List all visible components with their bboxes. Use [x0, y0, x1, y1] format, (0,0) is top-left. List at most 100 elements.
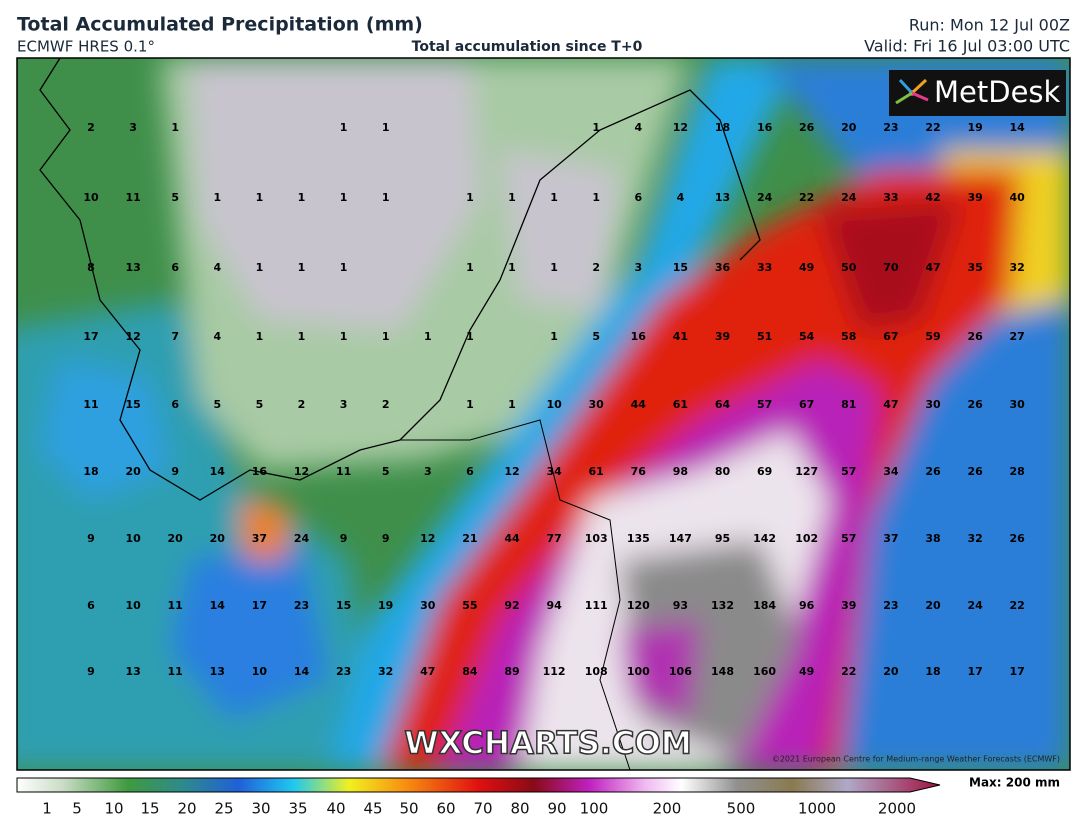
grid-value: 1: [424, 330, 432, 343]
grid-value: 15: [336, 599, 351, 612]
grid-value: 26: [925, 465, 941, 478]
colorbar-label: 60: [436, 800, 455, 818]
grid-value: 12: [673, 121, 688, 134]
map-area: [17, 58, 1070, 770]
map-frame: [16, 57, 1071, 771]
grid-value: 49: [799, 261, 814, 274]
grid-value: 57: [841, 465, 856, 478]
grid-value: 1: [340, 191, 348, 204]
grid-value: 47: [420, 665, 435, 678]
grid-value: 9: [382, 532, 390, 545]
grid-value: 69: [757, 465, 772, 478]
title: Total Accumulated Precipitation (mm): [17, 14, 423, 36]
grid-value: 22: [841, 665, 856, 678]
grid-value: 37: [252, 532, 267, 545]
grid-value: 184: [753, 599, 776, 612]
grid-value: 13: [715, 191, 730, 204]
logo-text: MetDesk: [934, 75, 1061, 109]
grid-value: 12: [504, 465, 519, 478]
colorbar-label: 15: [140, 800, 159, 818]
grid-value: 11: [168, 599, 183, 612]
grid-value: 10: [252, 665, 268, 678]
grid-value: 103: [585, 532, 608, 545]
grid-value: 76: [631, 465, 647, 478]
colorbar-label: 45: [363, 800, 382, 818]
grid-value: 84: [462, 665, 478, 678]
grid-value: 17: [967, 665, 982, 678]
grid-value: 2: [592, 261, 600, 274]
grid-value: 1: [466, 191, 474, 204]
grid-value: 18: [925, 665, 940, 678]
grid-value: 12: [294, 465, 309, 478]
grid-value: 5: [382, 465, 390, 478]
grid-value: 1: [256, 330, 264, 343]
grid-value: 30: [925, 398, 941, 411]
grid-value: 34: [883, 465, 899, 478]
logo-icon: [895, 78, 929, 105]
grid-value: 16: [631, 330, 647, 343]
grid-value: 39: [841, 599, 856, 612]
grid-value: 92: [504, 599, 519, 612]
grid-value: 41: [673, 330, 688, 343]
grid-value: 64: [715, 398, 731, 411]
grid-value: 33: [757, 261, 772, 274]
grid-value: 11: [168, 665, 183, 678]
grid-value: 18: [83, 465, 98, 478]
grid-value: 3: [424, 465, 432, 478]
grid-value: 1: [340, 261, 348, 274]
grid-value: 2: [87, 121, 95, 134]
grid-value: 1: [466, 398, 474, 411]
grid-value: 18: [715, 121, 730, 134]
run-time: Run: Mon 12 Jul 00Z: [909, 16, 1070, 35]
colorbar-label: 30: [251, 800, 270, 818]
valid-time: Valid: Fri 16 Jul 03:00 UTC: [864, 37, 1070, 56]
grid-value: 47: [925, 261, 940, 274]
subtitle: Total accumulation since T+0: [412, 39, 643, 55]
grid-value: 14: [294, 665, 310, 678]
grid-value: 1: [382, 330, 390, 343]
grid-value: 36: [715, 261, 731, 274]
grid-value: 20: [883, 665, 899, 678]
grid-value: 20: [841, 121, 857, 134]
grid-value: 44: [504, 532, 520, 545]
grid-value: 44: [631, 398, 647, 411]
grid-value: 1: [550, 191, 558, 204]
grid-value: 100: [627, 665, 650, 678]
grid-value: 3: [129, 121, 137, 134]
grid-value: 5: [592, 330, 600, 343]
grid-value: 26: [799, 121, 815, 134]
grid-value: 127: [795, 465, 818, 478]
grid-value: 39: [715, 330, 730, 343]
grid-value: 135: [627, 532, 650, 545]
grid-value: 14: [210, 465, 226, 478]
grid-value: 26: [1010, 532, 1026, 545]
grid-value: 14: [1010, 121, 1026, 134]
colorbar-label: 40: [326, 800, 345, 818]
colorbar-label: 25: [214, 800, 233, 818]
grid-value: 8: [87, 261, 95, 274]
grid-value: 21: [462, 532, 477, 545]
grid-value: 1: [550, 330, 558, 343]
colorbar-label: 200: [653, 800, 682, 818]
grid-value: 6: [87, 599, 95, 612]
colorbar: [16, 777, 941, 793]
grid-value: 4: [213, 330, 221, 343]
grid-value: 1: [256, 191, 264, 204]
grid-value: 1: [592, 191, 600, 204]
grid-value: 3: [340, 398, 348, 411]
colorbar-label: 90: [547, 800, 566, 818]
grid-value: 70: [883, 261, 899, 274]
grid-value: 13: [125, 665, 140, 678]
colorbar-label: 100: [580, 800, 609, 818]
grid-value: 30: [589, 398, 605, 411]
grid-value: 96: [799, 599, 815, 612]
grid-value: 17: [83, 330, 98, 343]
grid-value: 39: [967, 191, 982, 204]
grid-value: 16: [252, 465, 268, 478]
grid-value: 1: [508, 398, 516, 411]
grid-value: 1: [171, 121, 179, 134]
grid-value: 54: [799, 330, 815, 343]
grid-value: 28: [1010, 465, 1025, 478]
grid-value: 10: [125, 532, 141, 545]
